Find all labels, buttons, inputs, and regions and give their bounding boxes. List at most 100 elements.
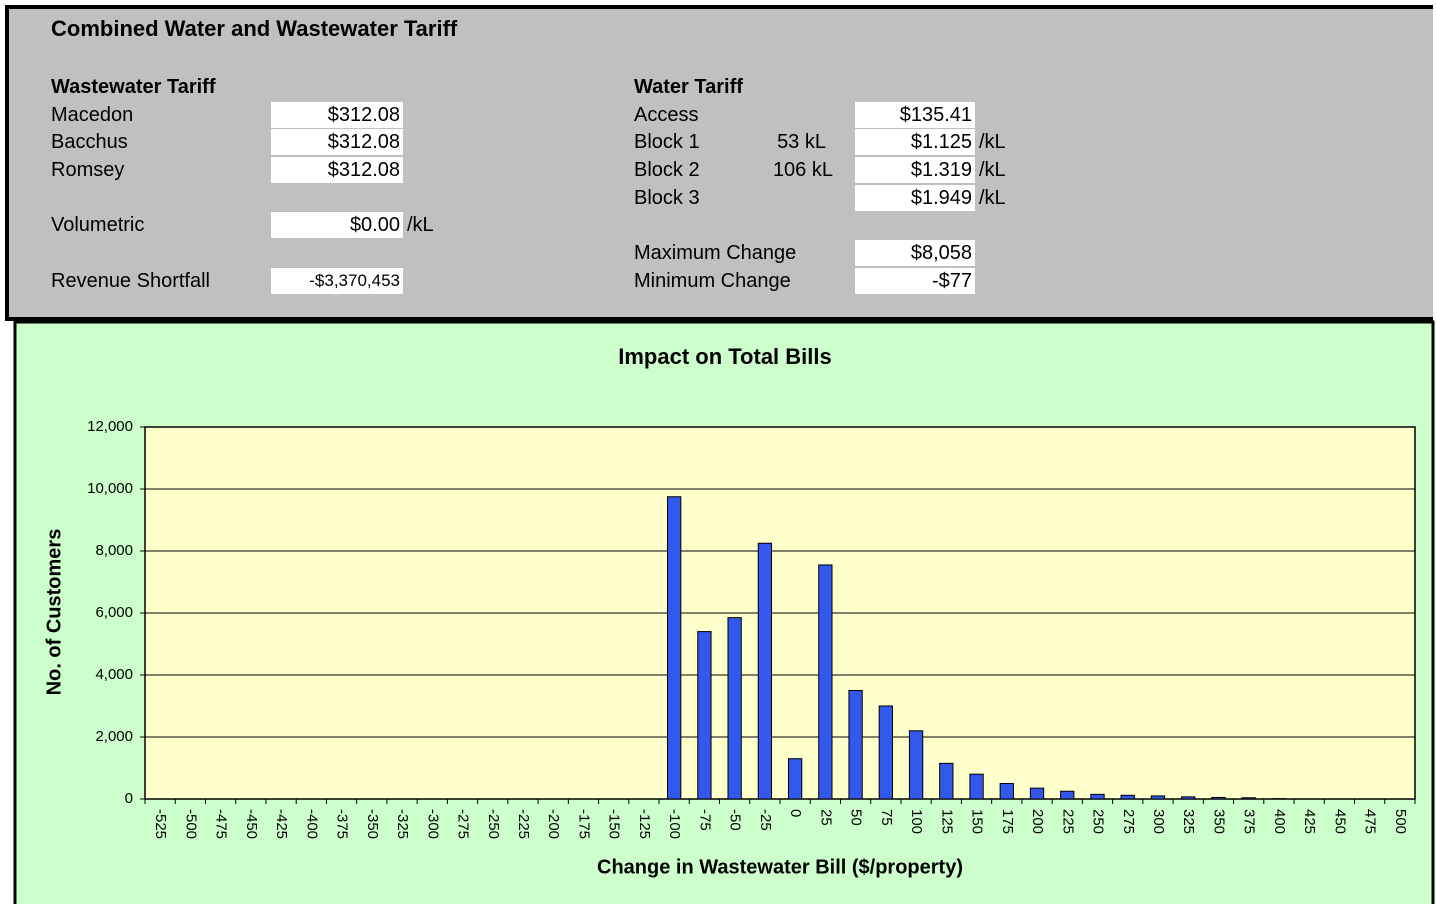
x-tick-label: 150: [969, 809, 986, 834]
x-tick-label: -400: [303, 809, 320, 839]
input-cell[interactable]: $135.41: [855, 102, 975, 128]
chart-title: Impact on Total Bills: [618, 344, 832, 369]
x-tick-label: 400: [1271, 809, 1288, 834]
bar: [908, 730, 924, 800]
y-tick-label: 6,000: [95, 604, 133, 621]
bar: [1150, 795, 1166, 800]
x-tick-label: -250: [485, 809, 502, 839]
x-axis-title: Change in Wastewater Bill ($/property): [597, 856, 963, 878]
bar: [727, 617, 742, 800]
output-cell: -$77: [855, 268, 975, 294]
row-label: Macedon: [51, 104, 134, 126]
x-tick-label: 475: [1362, 809, 1379, 834]
row-label: Block 3: [634, 187, 700, 209]
section-heading: Wastewater Tariff: [51, 76, 216, 98]
bar: [1181, 796, 1196, 800]
x-tick-label: -350: [364, 809, 381, 839]
x-tick-label: 250: [1090, 809, 1107, 834]
bar: [787, 758, 803, 800]
bar: [1211, 796, 1226, 800]
x-tick-label: -100: [666, 809, 683, 839]
x-tick-label: -200: [545, 809, 562, 839]
y-tick-label: 2,000: [95, 728, 133, 745]
panel-title: Combined Water and Wastewater Tariff: [51, 16, 458, 41]
y-tick-label: 4,000: [95, 666, 133, 683]
bar: [939, 762, 954, 800]
x-tick-label: 50: [848, 809, 865, 826]
unit: /kL: [979, 159, 1006, 181]
x-tick-label: -150: [606, 809, 623, 839]
y-tick-label: 12,000: [87, 418, 133, 435]
bar: [667, 496, 682, 800]
x-tick-label: 350: [1210, 809, 1227, 834]
row-label: Block 1: [634, 131, 700, 153]
bar: [1060, 790, 1075, 800]
x-tick-label: 175: [999, 809, 1016, 834]
bar: [878, 705, 893, 800]
x-tick-label: -325: [394, 809, 411, 839]
x-tick-label: -75: [696, 809, 713, 831]
y-tick-label: 8,000: [95, 542, 133, 559]
input-cell[interactable]: $312.08: [271, 129, 403, 155]
x-tick-label: 500: [1392, 809, 1409, 834]
x-tick-label: -125: [636, 809, 653, 839]
x-tick-label: 300: [1150, 809, 1167, 834]
x-tick-label: 450: [1331, 809, 1348, 834]
x-tick-label: 375: [1241, 809, 1258, 834]
row-label: Revenue Shortfall: [51, 270, 210, 292]
x-tick-label: 100: [908, 809, 925, 834]
bar: [757, 542, 773, 800]
bar: [1029, 787, 1045, 800]
input-cell[interactable]: $1.125: [855, 129, 975, 155]
output-cell: $8,058: [855, 240, 975, 266]
y-tick-label: 10,000: [87, 480, 133, 497]
unit: /kL: [979, 187, 1006, 209]
x-tick-label: 125: [938, 809, 955, 834]
x-tick-label: 425: [1301, 809, 1318, 834]
section-heading: Water Tariff: [634, 76, 743, 98]
x-tick-label: -175: [575, 809, 592, 839]
bar: [1090, 793, 1105, 800]
x-tick-label: -275: [455, 809, 472, 839]
bar: [999, 783, 1014, 800]
x-tick-label: -225: [515, 809, 532, 839]
input-cell[interactable]: $312.08: [271, 157, 403, 183]
x-tick-label: -500: [182, 809, 199, 839]
tariff-panel: Combined Water and Wastewater Tariff Was…: [5, 5, 1433, 321]
row-label: Block 2: [634, 159, 700, 181]
row-label: Minimum Change: [634, 270, 791, 292]
x-tick-label: -50: [727, 809, 744, 831]
threshold: 53 kL: [777, 131, 826, 153]
x-tick-label: 75: [878, 809, 895, 826]
y-tick-label: 0: [125, 790, 133, 807]
bar: [1120, 794, 1135, 800]
x-tick-label: -450: [243, 809, 260, 839]
row-label: Volumetric: [51, 214, 145, 236]
row-label: Bacchus: [51, 131, 128, 153]
x-tick-label: 25: [817, 809, 834, 826]
bar: [969, 773, 984, 800]
y-axis-title: No. of Customers: [43, 529, 65, 696]
input-cell[interactable]: $1.319: [855, 157, 975, 183]
input-cell[interactable]: $1.949: [855, 185, 975, 211]
x-tick-label: 275: [1120, 809, 1137, 834]
x-tick-label: -525: [152, 809, 169, 839]
bar: [848, 690, 863, 800]
x-tick-label: -25: [757, 809, 774, 831]
bar: [818, 564, 833, 800]
x-tick-label: 0: [787, 809, 804, 817]
input-cell[interactable]: $312.08: [271, 102, 403, 128]
x-tick-label: 200: [1029, 809, 1046, 834]
x-tick-label: -300: [424, 809, 441, 839]
output-cell: -$3,370,453: [271, 268, 403, 294]
input-cell[interactable]: $0.00: [271, 212, 403, 238]
x-tick-label: -475: [213, 809, 230, 839]
x-tick-label: 325: [1180, 809, 1197, 834]
bar: [697, 631, 712, 800]
x-tick-label: -425: [273, 809, 290, 839]
x-tick-label: 225: [1059, 809, 1076, 834]
row-label: Romsey: [51, 159, 125, 181]
threshold: 106 kL: [772, 159, 833, 181]
